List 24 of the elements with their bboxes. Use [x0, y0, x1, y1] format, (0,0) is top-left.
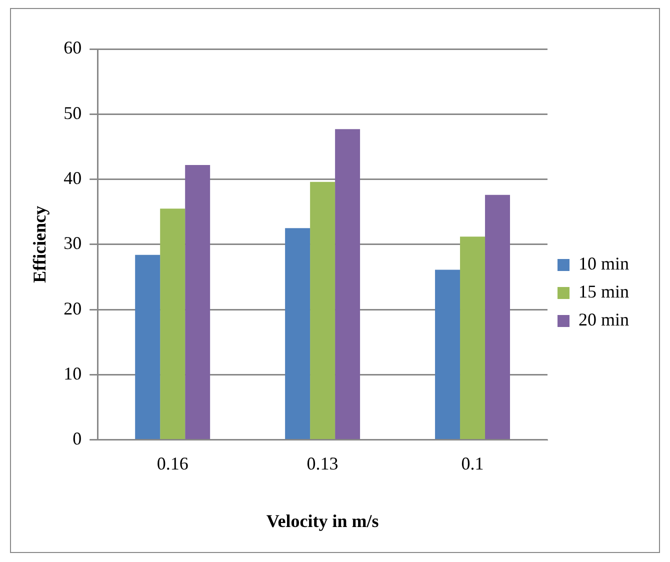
bar — [460, 236, 486, 440]
legend-label: 15 min — [578, 282, 630, 302]
bar — [435, 270, 460, 440]
y-tick-label: 0 — [72, 428, 82, 449]
bar — [310, 182, 336, 440]
x-tick-label: 0.13 — [306, 453, 338, 474]
legend-label: 20 min — [578, 310, 630, 330]
bar — [335, 129, 360, 440]
x-axis-title: Velocity in m/s — [266, 510, 379, 531]
bar — [285, 228, 310, 440]
y-tick-label: 60 — [64, 38, 82, 58]
y-tick-label: 40 — [64, 168, 82, 188]
x-tick-label: 0.16 — [156, 453, 188, 474]
bar — [185, 164, 210, 440]
x-tick-label: 0.1 — [461, 453, 484, 474]
bar — [160, 208, 186, 440]
bar — [135, 254, 160, 440]
y-tick-label: 20 — [64, 298, 82, 318]
y-axis-title: Efficiency — [29, 206, 50, 283]
bar — [485, 194, 510, 440]
legend-label: 10 min — [578, 254, 630, 274]
y-tick-label: 30 — [64, 233, 82, 254]
y-tick-label: 50 — [64, 102, 82, 123]
y-tick-label: 10 — [64, 363, 82, 384]
